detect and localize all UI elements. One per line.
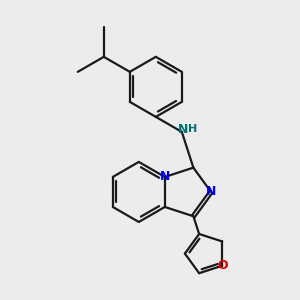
Text: N: N (160, 170, 170, 183)
Text: O: O (217, 259, 227, 272)
Text: N: N (206, 185, 216, 198)
Text: N: N (178, 123, 188, 136)
Text: H: H (188, 124, 197, 134)
